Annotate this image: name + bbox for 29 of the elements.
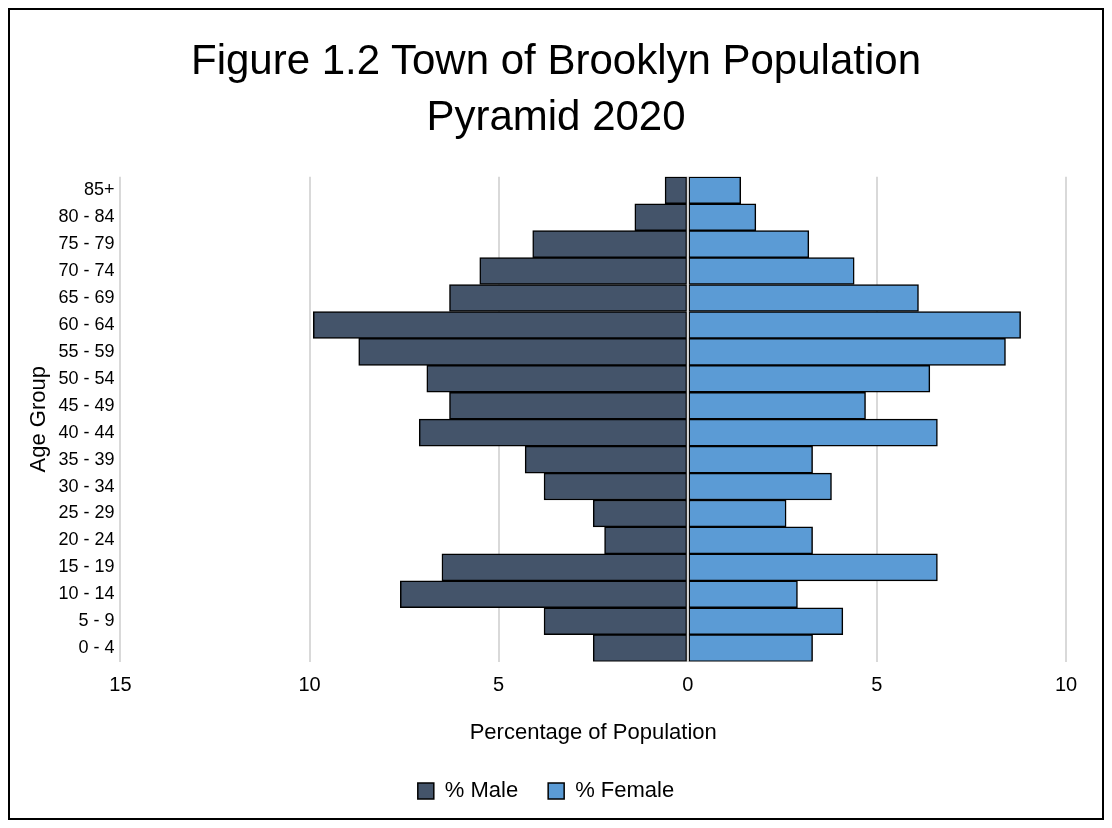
y-tick-label: 75 - 79 [58,233,115,254]
y-tick-label: 5 - 9 [78,610,115,631]
y-tick-label: 60 - 64 [58,313,115,334]
y-tick-label: 30 - 34 [58,475,115,496]
y-tick-label: 0 - 4 [78,637,115,658]
y-tick-label: 35 - 39 [58,448,115,469]
x-tick-label: 5 [871,673,883,696]
y-tick-label: 80 - 84 [58,206,115,227]
x-tick-label: 15 [109,673,132,696]
y-tick-label: 55 - 59 [58,340,115,361]
y-tick-label: 15 - 19 [58,556,115,577]
y-tick-label: 20 - 24 [58,529,115,550]
chart-title: Figure 1.2 Town of Brooklyn Population Pyramid 2020 [190,35,922,141]
y-tick-label: 10 - 14 [58,583,115,604]
y-axis-title: Age Group [25,366,51,473]
x-tick-label: 10 [1054,673,1078,696]
x-tick-label: 5 [493,673,505,696]
x-tick-label: 10 [298,673,321,696]
y-tick-label: 25 - 29 [58,502,115,523]
y-tick-label: 40 - 44 [58,421,115,442]
y-tick-label: 70 - 74 [58,260,115,281]
x-axis-title: Percentage of Population [469,718,717,744]
y-tick-label: 50 - 54 [58,367,115,388]
x-tick-label: 0 [682,673,694,696]
legend-label: % Male [444,777,519,803]
legend-label: % Female [575,777,675,803]
y-tick-label: 65 - 69 [58,286,115,307]
y-tick-label: 85+ [83,179,115,200]
y-tick-label: 45 - 49 [58,394,115,415]
